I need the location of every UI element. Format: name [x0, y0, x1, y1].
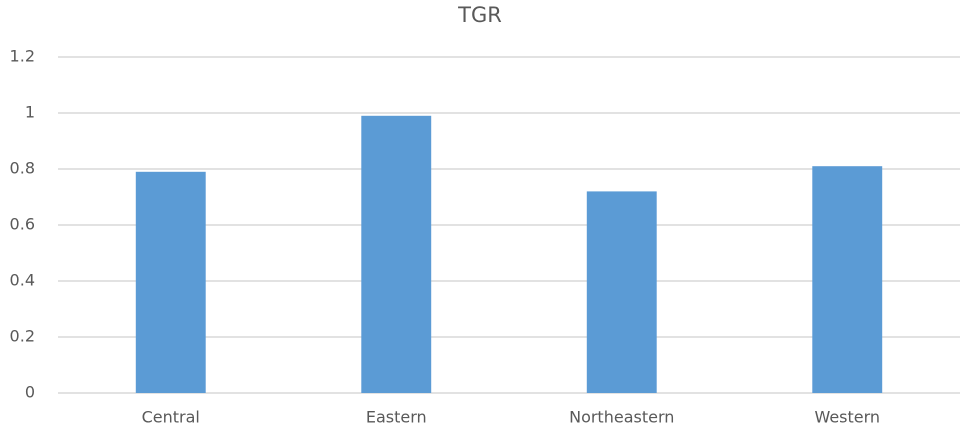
y-tick-label: 1.2: [10, 47, 35, 66]
y-tick-label: 0.4: [10, 271, 35, 290]
bar: [361, 115, 432, 394]
bar: [812, 166, 883, 393]
y-tick-label: 0.2: [10, 327, 35, 346]
x-tick-label: Eastern: [366, 408, 427, 427]
x-tick-label: Western: [814, 408, 880, 427]
y-tick-label: 0: [25, 383, 35, 402]
y-tick-label: 0.6: [10, 215, 35, 234]
bar: [586, 191, 657, 393]
x-tick-label: Northeastern: [569, 408, 674, 427]
x-tick-label: Central: [142, 408, 200, 427]
y-tick-label: 0.8: [10, 159, 35, 178]
bar: [135, 171, 206, 393]
chart-title: TGR: [457, 3, 502, 27]
y-tick-label: 1: [25, 103, 35, 122]
